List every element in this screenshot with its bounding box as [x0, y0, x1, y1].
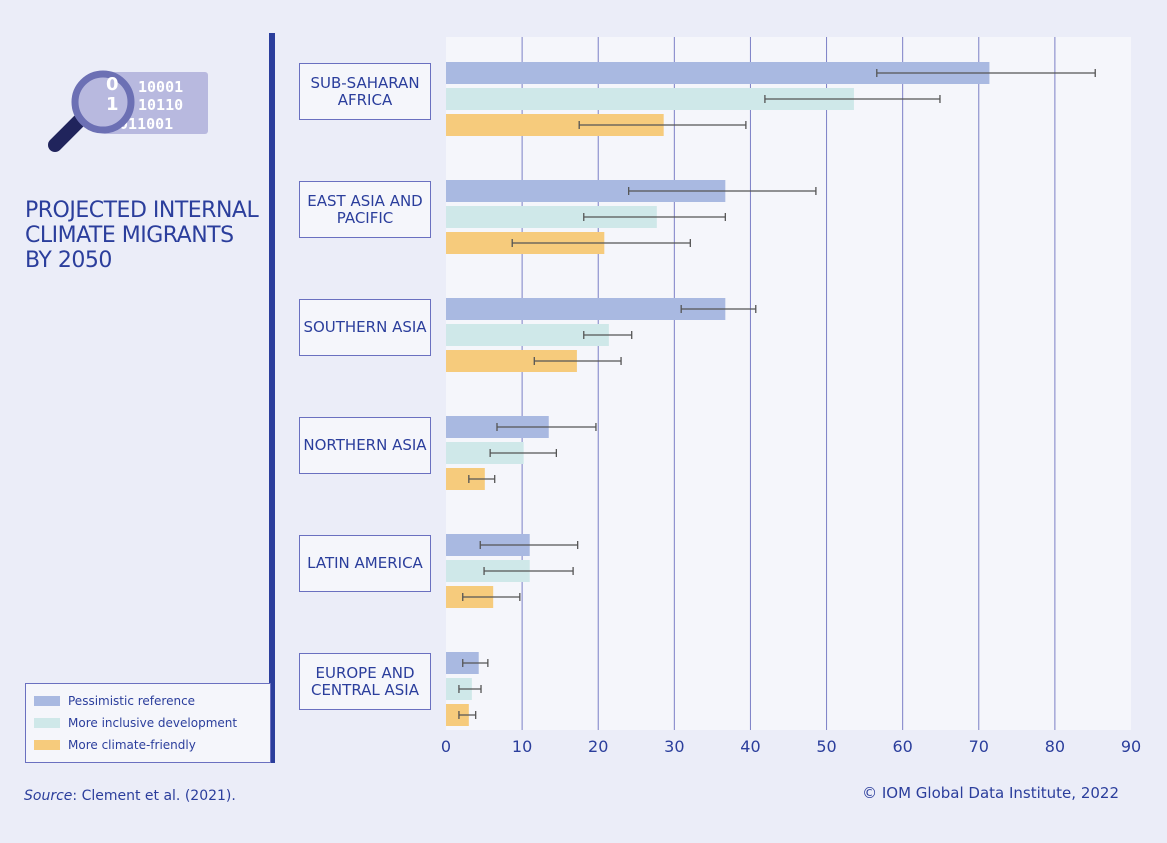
legend-label: Pessimistic reference [68, 694, 196, 708]
x-tick-label: 40 [740, 737, 761, 756]
x-tick-label: 10 [511, 737, 533, 756]
legend-label: More inclusive development [68, 716, 238, 730]
bar [446, 180, 726, 202]
divider [269, 33, 275, 763]
x-tick-label: 80 [1044, 737, 1066, 756]
x-tick-label: 70 [968, 737, 989, 756]
plot-area [446, 37, 1131, 730]
category-label: SUB-SAHARAN AFRICA [299, 63, 431, 120]
lens-digit-0: 0 [106, 74, 119, 95]
category-label: EUROPE AND CENTRAL ASIA [299, 653, 431, 710]
bar [446, 442, 524, 464]
source-note: Source: Clement et al. (2021). [24, 788, 236, 804]
bar [446, 704, 469, 726]
legend-label: More climate-friendly [68, 738, 196, 752]
bar [446, 114, 664, 136]
x-tick-label: 90 [1120, 737, 1142, 756]
legend-swatch [34, 718, 60, 728]
binary-row-1: 10001 [138, 78, 183, 96]
bar [446, 468, 485, 490]
x-tick-label: 0 [440, 737, 452, 756]
copyright: © IOM Global Data Institute, 2022 [862, 784, 1119, 802]
source-label: Source [24, 788, 73, 804]
lens-digit-1: 1 [106, 94, 119, 115]
x-tick-label: 30 [664, 737, 685, 756]
legend-swatch [34, 696, 60, 706]
binary-row-2: 10110 [138, 96, 183, 114]
bar [446, 324, 609, 346]
legend-swatch [34, 740, 60, 750]
source-text: : Clement et al. (2021). [72, 788, 236, 804]
legend-item-climate-friendly: More climate-friendly [34, 738, 196, 752]
magnifier-binary-icon: 10001 10110 0011001 0 1 [48, 70, 208, 152]
bar [446, 298, 726, 320]
chart-title: PROJECTED INTERNAL CLIMATE MIGRANTS BY 2… [25, 198, 259, 273]
category-label: SOUTHERN ASIA [299, 299, 431, 356]
x-tick-label: 20 [588, 737, 609, 756]
bar [446, 62, 990, 84]
legend: Pessimistic reference More inclusive dev… [25, 683, 271, 763]
bar [446, 350, 577, 372]
legend-item-inclusive: More inclusive development [34, 716, 237, 730]
category-label: EAST ASIA AND PACIFIC [299, 181, 431, 238]
x-tick-label: 60 [892, 737, 913, 756]
x-tick-label: 50 [816, 737, 837, 756]
bar [446, 88, 854, 110]
bar [446, 206, 657, 228]
legend-item-pessimistic: Pessimistic reference [34, 694, 195, 708]
category-label: LATIN AMERICA [299, 535, 431, 592]
category-label: NORTHERN ASIA [299, 417, 431, 474]
